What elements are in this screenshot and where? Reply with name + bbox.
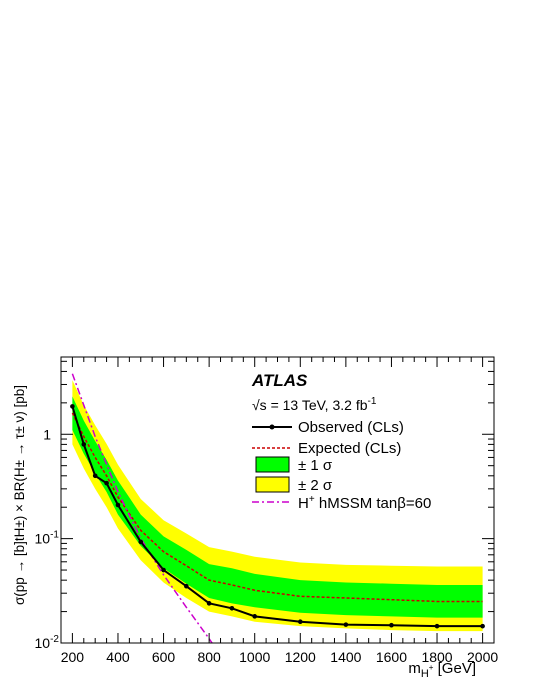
x-tick-label: 600	[152, 649, 176, 665]
x-tick-label: 1200	[285, 649, 316, 665]
x-tick-label: 2000	[467, 649, 498, 665]
y-tick-label: 10-1	[35, 530, 60, 547]
observed-point	[297, 619, 303, 624]
axes: 200 400 600 800 1000 1200 1400 1600 1800 2000 1 10-…	[35, 357, 498, 665]
x-tick-label: 1800	[421, 649, 452, 665]
uncertainty-bands	[72, 380, 483, 632]
x-tick-label: 1000	[239, 649, 270, 665]
observed-point	[161, 567, 166, 573]
band-1sigma	[72, 396, 483, 618]
observed-point	[104, 480, 109, 486]
observed-point	[206, 601, 212, 606]
observed-point	[480, 623, 485, 629]
y-tick-label: 1	[43, 426, 51, 442]
legend-observed-marker	[269, 424, 275, 430]
observed-limit-line	[71, 406, 483, 628]
observed-point	[184, 583, 189, 589]
atlas-label: ATLAS	[251, 371, 308, 390]
observed-point	[92, 473, 98, 479]
legend-theory-label: H+ hMSSM tanβ=60	[298, 494, 431, 512]
limit-curves	[70, 373, 485, 643]
observed-point	[115, 502, 121, 508]
x-tick-label: 400	[106, 649, 130, 665]
y-tick-label: 10-2	[35, 634, 60, 651]
observed-point	[229, 606, 235, 611]
x-tick-label: 1400	[330, 649, 361, 665]
legend-expected-label: Expected (CLs)	[298, 440, 401, 457]
legend-observed-label: Observed (CLs)	[298, 419, 404, 436]
x-tick-label: 1600	[376, 649, 407, 665]
observed-point	[70, 404, 75, 409]
energy-lumi-label: √s = 13 TeV, 3.2 fb-1	[252, 396, 377, 413]
y-axis-title: σ(pp → [b]tH±) × BR(H± → τ± ν) [pb]	[12, 385, 27, 605]
x-axis-title: mH+ [GeV]	[408, 660, 476, 680]
legend-1sigma-swatch	[255, 456, 290, 473]
observed-point	[389, 622, 394, 628]
observed-point	[343, 622, 349, 627]
legend-2sigma-label: ± 2 σ	[298, 477, 333, 494]
observed-point	[138, 539, 144, 545]
observed-point	[81, 442, 87, 447]
expected-limit-line	[71, 412, 483, 603]
x-tick-label: 800	[197, 649, 221, 665]
legend: Observed (CLs) Expected (CLs) ± 1 σ ± 2 …	[252, 419, 431, 512]
observed-point	[434, 623, 440, 629]
legend-1sigma-label: ± 1 σ	[298, 457, 333, 474]
x-tick-label: 200	[61, 649, 85, 665]
legend-2sigma-swatch	[255, 476, 290, 493]
observed-point	[252, 614, 258, 619]
